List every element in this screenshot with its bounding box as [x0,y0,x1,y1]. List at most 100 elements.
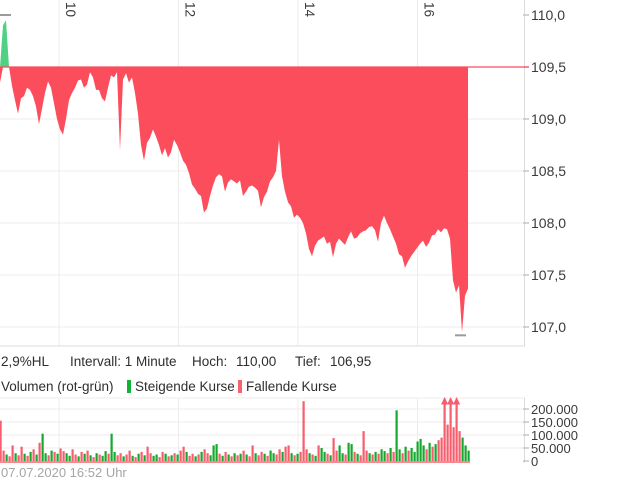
volume-bar [47,455,50,461]
volume-bar [281,451,284,461]
volume-bar [341,453,344,461]
volume-bar [62,451,65,461]
volume-bar [365,450,368,461]
volume-bar [437,440,440,461]
volume-bar [23,453,26,461]
volume-bar [263,453,266,461]
volume-bar [338,445,341,461]
volume-bar [2,450,5,461]
volume-bar-capped [443,404,446,461]
volume-bar [251,445,254,461]
volume-bar [290,453,293,461]
price-y-label: 107,0 [531,319,567,335]
volume-bar [371,454,374,461]
volume-bar [50,450,53,461]
volume-bar [257,455,260,461]
volume-bar [71,449,74,461]
volume-bar [269,450,272,461]
volume-y-label: 200.000 [531,402,578,417]
volume-bar [344,454,347,461]
volume-bar [41,433,44,461]
volume-bar [161,451,164,461]
volume-bar [440,437,443,461]
volume-bar [101,455,104,461]
volume-bar [458,431,461,461]
volume-bar [56,453,59,461]
volume-bar [260,451,263,461]
volume-bar [35,454,38,461]
volume-bar [428,442,431,461]
price-y-label: 110,0 [531,7,565,23]
volume-bar [464,445,467,461]
low-value: 106,95 [330,354,372,369]
volume-bar [68,455,71,461]
volume-bar [26,455,29,461]
volume-bar [32,449,35,461]
volume-bar [14,453,17,461]
volume-bar [5,454,8,461]
volume-y-label: 0 [531,454,539,469]
volume-bar [17,455,20,461]
volume-chart[interactable] [0,395,620,467]
volume-bar [431,446,434,461]
volume-bar [353,451,356,461]
volume-bar [446,424,449,461]
volume-bar [413,451,416,461]
volume-bar [389,448,392,461]
volume-bar [305,449,308,461]
volume-bar [386,453,389,461]
volume-bar [287,445,290,461]
volume-bar [197,454,200,461]
volume-bar [107,453,110,461]
volume-bar [266,455,269,461]
volume-bar [185,451,188,461]
volume-bar [356,453,359,461]
high-label: Hoch: [192,354,228,369]
falling-color-chip [238,380,242,393]
price-chart[interactable] [0,0,620,347]
volume-bar [191,453,194,461]
volume-bar [299,451,302,461]
volume-bar [296,453,299,461]
volume-bar [83,453,86,461]
volume-bar [92,457,95,461]
volume-bar [332,438,335,461]
volume-bar [152,455,155,461]
price-y-label: 108,5 [531,163,567,179]
volume-bar [335,450,338,461]
volume-bar [59,448,62,461]
volume-bar [98,454,101,461]
volume-bar [383,451,386,461]
volume-legend: Volumen (rot-grün) Steigende Kurse Falle… [0,379,620,395]
volume-bar [227,454,230,461]
falling-legend-label: Fallende Kurse [246,379,337,394]
volume-bar [326,453,329,461]
volume-bar [164,453,167,461]
volume-bar [272,453,275,461]
price-y-label: 108,0 [531,215,567,231]
volume-bar [173,453,176,461]
volume-bar [194,456,197,461]
volume-bar [11,445,14,461]
volume-bar [170,455,173,461]
price-y-label: 109,0 [531,111,567,127]
volume-bar [146,446,149,461]
volume-bar [401,453,404,461]
volume-bar [218,453,221,461]
volume-bar [119,453,122,461]
volume-overflow-arrow [453,397,461,405]
timestamp: 07.07.2020 16:52 Uhr [1,465,127,480]
volume-bar [221,455,224,461]
volume-bar [248,456,251,461]
volume-bar [317,445,320,461]
volume-bar [323,451,326,461]
volume-bar [293,455,296,461]
volume-bar [212,445,215,461]
volume-y-label: 100.000 [531,428,578,443]
volume-bar [377,453,380,461]
volume-bar [452,427,455,461]
info-bar: 2,9%HL Intervall: 1 Minute Hoch: 110,00 … [0,354,620,370]
volume-bar [116,455,119,461]
volume-bar [392,451,395,461]
volume-bar [422,445,425,461]
